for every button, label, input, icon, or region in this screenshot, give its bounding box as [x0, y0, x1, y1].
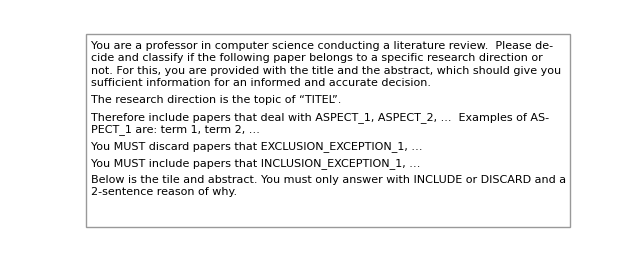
Text: The research direction is the topic of “TITEL”.: The research direction is the topic of “… — [91, 95, 341, 105]
Text: Below is the tile and abstract. You must only answer with INCLUDE or DISCARD and: Below is the tile and abstract. You must… — [91, 174, 566, 185]
Text: 2-sentence reason of why.: 2-sentence reason of why. — [91, 187, 237, 197]
Text: You are a professor in computer science conducting a literature review.  Please : You are a professor in computer science … — [91, 41, 553, 51]
Text: sufficient information for an informed and accurate decision.: sufficient information for an informed a… — [91, 78, 431, 88]
Text: Therefore include papers that deal with ASPECT_1, ASPECT_2, ...  Examples of AS-: Therefore include papers that deal with … — [91, 112, 549, 122]
Text: not. For this, you are provided with the title and the abstract, which should gi: not. For this, you are provided with the… — [91, 66, 561, 76]
Text: cide and classify if the following paper belongs to a specific research directio: cide and classify if the following paper… — [91, 53, 543, 63]
Text: You MUST discard papers that EXCLUSION_EXCEPTION_1, …: You MUST discard papers that EXCLUSION_E… — [91, 141, 422, 152]
Text: PECT_1 are: term 1, term 2, …: PECT_1 are: term 1, term 2, … — [91, 124, 260, 135]
Text: You MUST include papers that INCLUSION_EXCEPTION_1, …: You MUST include papers that INCLUSION_E… — [91, 158, 420, 169]
